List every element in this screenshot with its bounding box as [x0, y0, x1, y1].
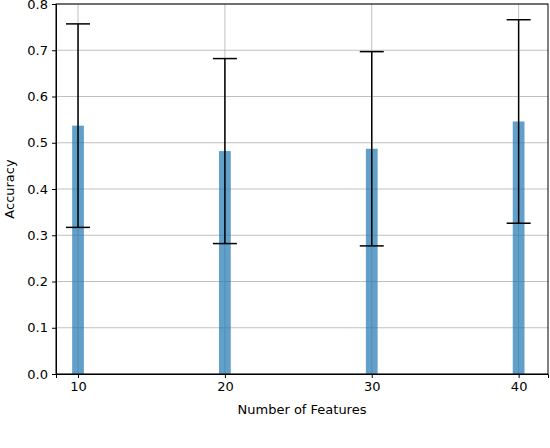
y-tick: 0.5	[27, 135, 56, 150]
error-bar	[66, 24, 90, 228]
marks	[66, 20, 531, 374]
y-tick-mark	[52, 235, 56, 236]
y-tick-label: 0.7	[27, 43, 48, 58]
y-tick-mark	[52, 50, 56, 51]
y-tick: 0.4	[27, 182, 56, 197]
y-tick-mark	[52, 282, 56, 283]
error-bar-cap	[360, 245, 384, 247]
grid-line-y	[56, 327, 548, 328]
x-axis-title: Number of Features	[238, 402, 367, 417]
grid-line-y	[56, 281, 548, 282]
grid-line-y	[56, 189, 548, 190]
x-tick: 30	[364, 374, 381, 394]
y-tick-label: 0.4	[27, 182, 48, 197]
y-tick-label: 0.3	[27, 228, 48, 243]
y-tick-mark	[52, 97, 56, 98]
x-tick-label: 20	[217, 379, 234, 394]
y-tick-label: 0.1	[27, 320, 48, 335]
y-tick-label: 0.8	[27, 0, 48, 12]
error-bar-stem	[77, 24, 79, 228]
grid-line-y	[56, 50, 548, 51]
y-tick-label: 0.0	[27, 367, 48, 382]
y-tick: 0.2	[27, 274, 56, 289]
error-bar-stem	[371, 52, 373, 246]
x-axis-line	[57, 375, 549, 379]
x-tick-mark	[225, 374, 226, 378]
y-tick-mark	[52, 189, 56, 190]
error-bar-cap	[360, 51, 384, 53]
grid-line-y	[56, 96, 548, 97]
error-bar-cap	[66, 227, 90, 229]
x-axis: 10 20 30 40	[57, 374, 549, 394]
x-tick-mark	[372, 374, 373, 378]
y-axis-line	[52, 5, 57, 375]
y-tick: 0.1	[27, 320, 56, 335]
y-tick: 0.3	[27, 228, 56, 243]
x-tick: 40	[511, 374, 528, 394]
y-tick: 0.7	[27, 43, 56, 58]
y-tick: 0.8	[27, 0, 56, 12]
error-bar-cap	[213, 243, 237, 245]
error-bar-cap	[507, 222, 531, 224]
plot: 10 20 30 40 0.0 0.1 0.2 0.3 0.4 0.5 0.6 0.7 0.8	[27, 0, 548, 394]
y-tick-mark	[52, 374, 56, 375]
grid-line-y	[56, 235, 548, 236]
error-bar-cap	[213, 58, 237, 60]
y-axis-title: Accuracy	[2, 159, 17, 219]
x-tick: 20	[217, 374, 234, 394]
error-bar	[360, 52, 384, 246]
y-tick-mark	[52, 328, 56, 329]
chart: 10 20 30 40 0.0 0.1 0.2 0.3 0.4 0.5 0.6 0.7 0.8 Numbe…	[0, 0, 550, 448]
error-bar	[507, 20, 531, 224]
grid	[56, 4, 548, 374]
error-bar	[213, 59, 237, 244]
y-tick-label: 0.6	[27, 89, 48, 104]
y-tick-label: 0.5	[27, 135, 48, 150]
x-tick-label: 40	[511, 379, 528, 394]
grid-line-y	[56, 142, 548, 143]
y-tick-mark	[52, 143, 56, 144]
y-tick-label: 0.2	[27, 274, 48, 289]
y-tick: 0.6	[27, 89, 56, 104]
x-tick: 10	[70, 374, 87, 394]
error-bar-cap	[66, 23, 90, 25]
y-tick-mark	[52, 4, 56, 5]
x-tick-mark	[78, 374, 79, 378]
x-tick-label: 10	[70, 379, 87, 394]
frame	[56, 4, 548, 374]
y-axis: 0.0 0.1 0.2 0.3 0.4 0.5 0.6 0.7 0.8	[27, 0, 56, 382]
error-bar-stem	[224, 59, 226, 244]
error-bar-cap	[507, 19, 531, 21]
x-tick-mark	[519, 374, 520, 378]
y-tick: 0.0	[27, 367, 56, 382]
error-bar-stem	[518, 20, 520, 224]
x-tick-label: 30	[364, 379, 381, 394]
